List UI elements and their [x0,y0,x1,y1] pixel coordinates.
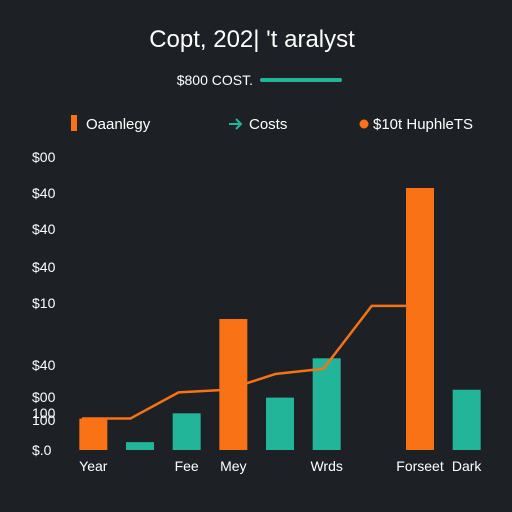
chart-subtitle: $800 COST. [177,72,253,88]
y-tick-label: $40 [32,221,56,237]
bars [79,188,481,450]
x-axis-ticks: Year Fee Mey Wrds Forseet Dark [79,458,482,474]
bar-series-1 [79,418,108,450]
bar-series-2 [172,413,201,450]
bar-series-2 [126,442,154,450]
bar-series-2 [452,389,481,450]
x-tick-label: Forseet [396,458,444,474]
legend-swatch-bar [71,115,77,131]
x-tick-label: Fee [175,458,199,474]
line-series [82,304,420,420]
y-tick-label: $10 [32,295,56,311]
y-tick-label: $.0 [32,442,52,458]
y-tick-label: $00 [32,389,56,405]
legend-arrow-icon [229,118,243,130]
legend-dot-icon [359,119,369,129]
legend-label-2: Costs [249,116,287,133]
x-tick-label: Mey [220,458,246,474]
bar-series-2 [266,397,294,450]
y-tick-label: 100 [32,405,56,421]
legend: Oaanlegy Costs $10t HuphleTS [71,115,473,133]
y-tick-label: $00 [32,149,56,165]
y-tick-label: $40 [32,357,56,373]
legend-label-1: Oaanlegy [86,116,151,133]
chart-title: Copt, 202| 't aralyst [149,26,355,53]
bar-series-2 [312,358,341,450]
x-tick-label: Year [79,458,108,474]
legend-label-3: $10t HuphleTS [373,116,473,133]
x-tick-label: Dark [452,458,483,474]
x-tick-label: Wrds [310,458,342,474]
bar-series-1 [406,188,434,450]
y-tick-label: 100 [32,412,56,428]
line-series-path [82,304,420,420]
y-tick-label: $40 [32,259,56,275]
y-tick-label: $40 [32,185,56,201]
